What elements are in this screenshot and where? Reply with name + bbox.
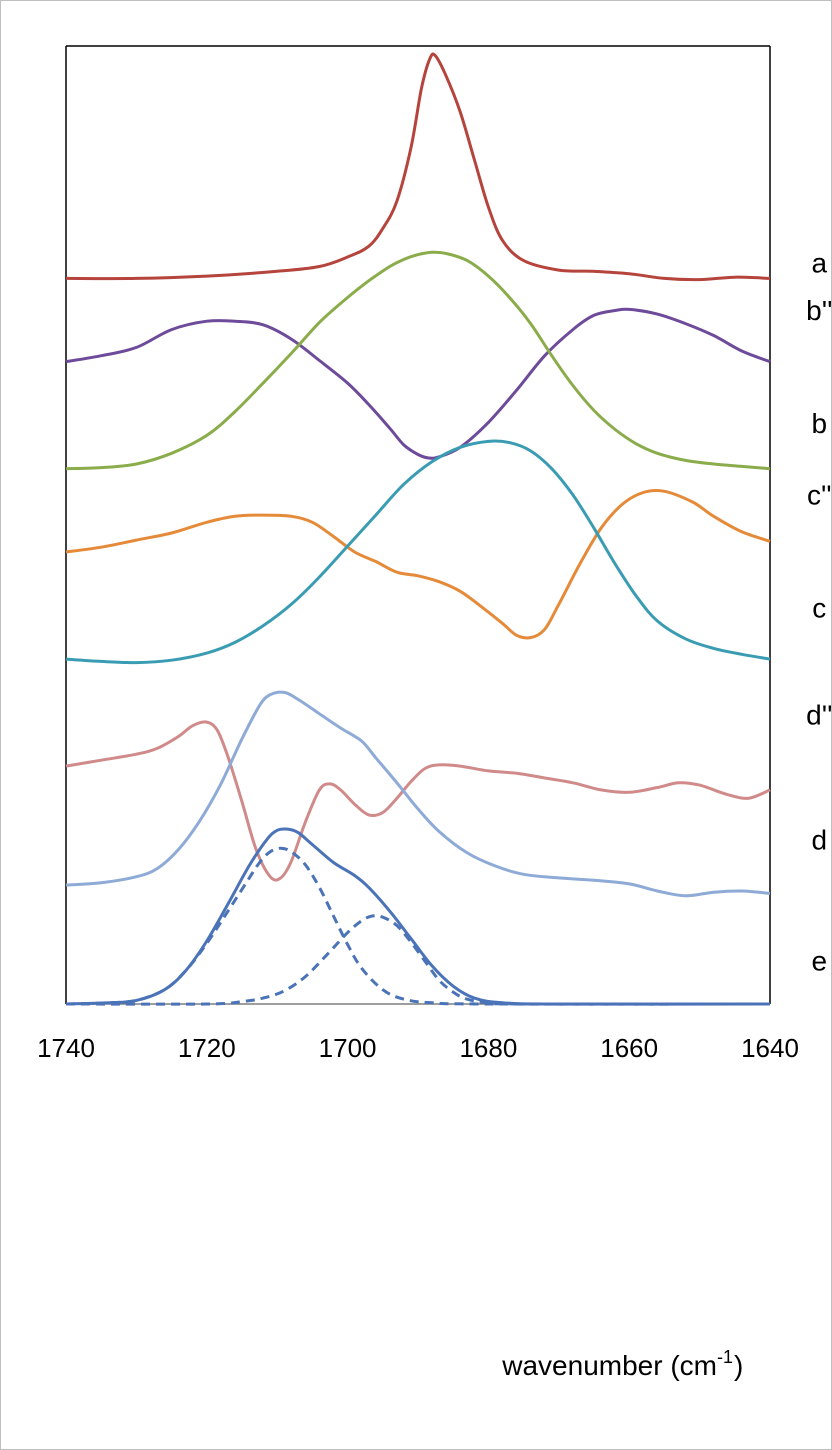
x-tick-label-1700: 1700 (319, 1033, 377, 1063)
series-line-cpppp (65, 488, 771, 640)
series-line-bpppp (65, 307, 771, 460)
series-label-dpppp: d'' (806, 700, 832, 731)
series-line-c (65, 439, 771, 665)
series-label-bpppp: b'' (806, 295, 832, 326)
x-axis-label: wavenumber (cm-1 (501, 1347, 733, 1381)
series-label-cpppp: c'' (807, 479, 832, 510)
series-label-layer: a b'' b c'' c d'' d e (806, 248, 832, 977)
series-line-d (65, 690, 771, 898)
series-line-e (65, 827, 771, 1006)
x-tick-label-1720: 1720 (178, 1033, 236, 1063)
x-axis-label-end: ) (734, 1350, 743, 1381)
series-label-a: a (812, 248, 828, 279)
series-label-c: c (812, 592, 826, 623)
x-tick-label-1640: 1640 (741, 1033, 799, 1063)
x-tick-label-1680: 1680 (459, 1033, 517, 1063)
series-label-d: d (812, 824, 828, 855)
series-line-b (65, 250, 771, 471)
x-tick-labels: 1740 1720 1700 1680 1660 1640 (37, 1033, 799, 1063)
series-line-dpppp (65, 720, 771, 882)
series-label-b: b (812, 408, 828, 439)
series-label-e: e (812, 946, 828, 977)
series-line-a (65, 52, 771, 282)
component-band-8 (65, 846, 771, 1006)
x-tick-label-1740: 1740 (37, 1033, 95, 1063)
x-tick-label-1660: 1660 (600, 1033, 658, 1063)
x-axis-label-superscript: -1 (717, 1347, 733, 1367)
component-band-9 (65, 914, 771, 1006)
series-layer (65, 52, 771, 1006)
